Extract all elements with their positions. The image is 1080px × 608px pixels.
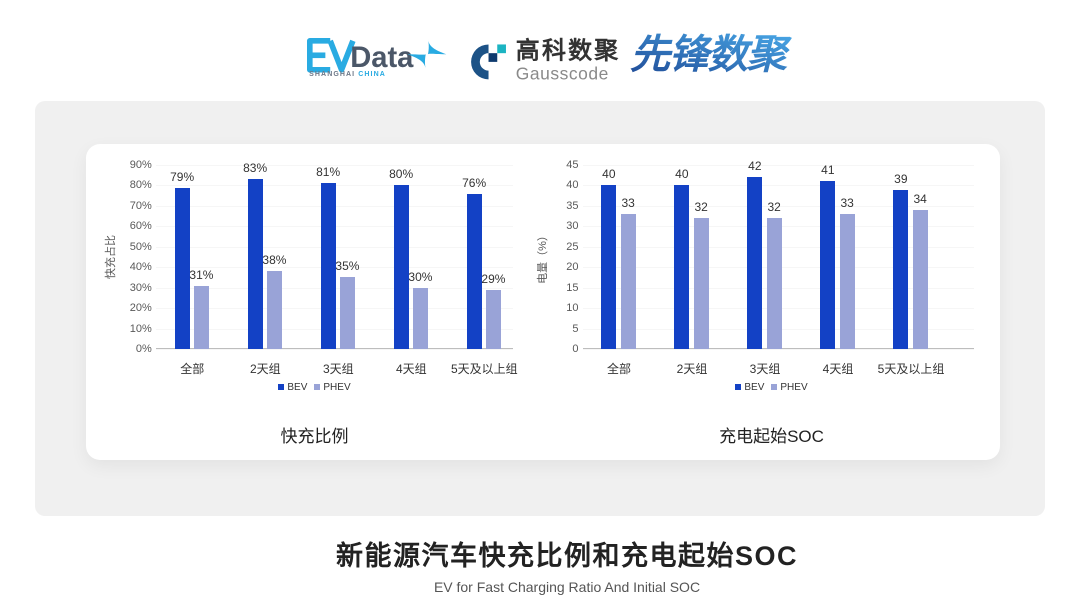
svg-text:先锋数聚: 先锋数聚 (630, 32, 793, 77)
svg-text:Data: Data (350, 42, 414, 74)
svg-text:SHANGHAI CHINA: SHANGHAI CHINA (309, 71, 386, 78)
